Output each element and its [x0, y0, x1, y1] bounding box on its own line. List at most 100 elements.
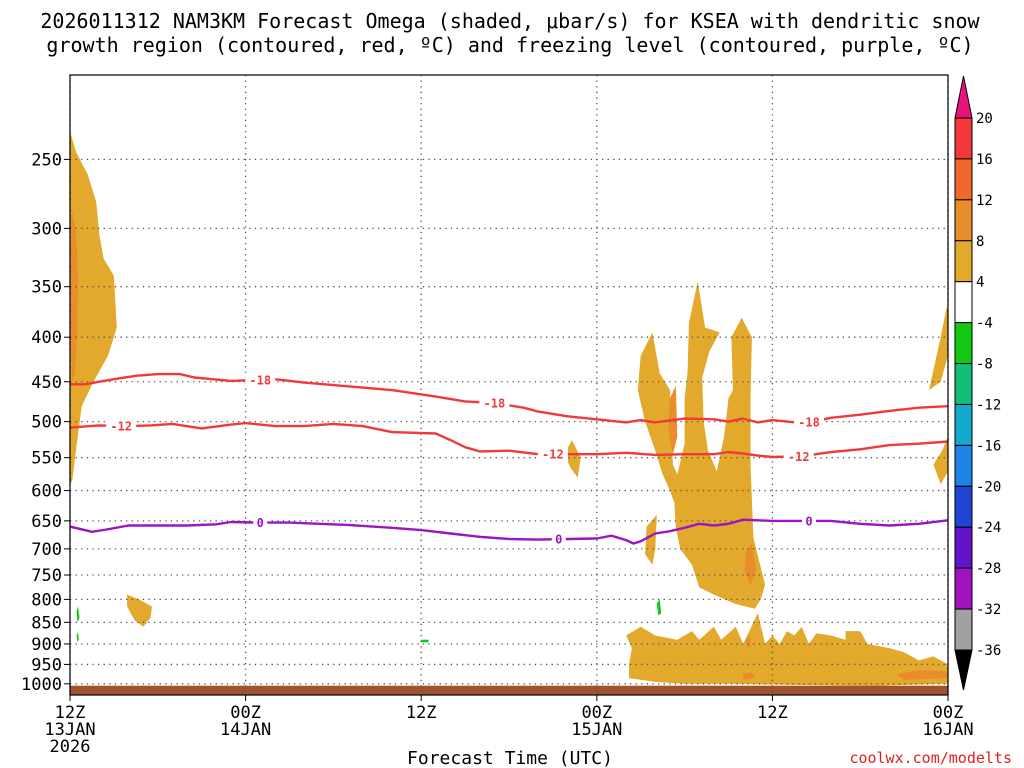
omega-up-right — [929, 307, 948, 391]
colorbar-bin-11 — [954, 444, 973, 487]
omega-core-d — [743, 672, 755, 680]
y-tick-label-850: 850 — [31, 613, 62, 633]
y-tick-label-450: 450 — [31, 373, 62, 393]
y-tick-label-300: 300 — [31, 219, 62, 239]
y-tick-label-400: 400 — [31, 328, 62, 348]
y-tick-label-500: 500 — [31, 413, 62, 433]
x-tick-label-12-2: 14JAN — [220, 720, 271, 740]
colorbar: 20 16 12 8 4 -4 -8 -12 -16 -20 -24 -28 -32 -36 — [954, 75, 1001, 691]
colorbar-label-8: -12 — [976, 397, 1001, 413]
x-tick-label-60-1: 00Z — [933, 703, 964, 723]
title-line-2: growth region (contoured, red, ºC) and f… — [46, 33, 973, 57]
y-axis-ticks: 2503003504004505005506006507007508008509… — [21, 150, 70, 695]
x-tick-label-36-2: 15JAN — [571, 720, 622, 740]
chart-title: 2026011312 NAM3KM Forecast Omega (shaded… — [40, 9, 980, 57]
freezing-level-label-2: 0 — [555, 533, 562, 547]
y-tick-label-250: 250 — [31, 150, 62, 170]
colorbar-label-3: 12 — [976, 193, 993, 209]
freezing-level-label-bg-2 — [551, 532, 566, 547]
y-tick-label-800: 800 — [31, 590, 62, 610]
ground-layer — [70, 685, 948, 695]
title-line-1: 2026011312 NAM3KM Forecast Omega (shaded… — [40, 9, 980, 33]
x-tick-label-48-1: 12Z — [757, 703, 788, 723]
y-tick-label-750: 750 — [31, 566, 62, 586]
isotherm-minus18-label-bg-2 — [479, 396, 510, 411]
colorbar-bin-14 — [954, 567, 973, 610]
omega-up-mid-2 — [645, 515, 657, 565]
isotherm-minus12-label-1: -12 — [110, 419, 132, 433]
colorbar-bin-15 — [954, 608, 973, 651]
omega-up-right-low — [933, 436, 948, 485]
y-tick-label-650: 650 — [31, 512, 62, 532]
isotherm-minus18-label-bg-1 — [245, 372, 276, 387]
omega-up-early-core — [70, 209, 78, 382]
isotherm-minus12-line — [70, 421, 948, 459]
y-tick-label-700: 700 — [31, 540, 62, 560]
x-tick-label-0-3: 2026 — [50, 737, 91, 757]
omega-down-3 — [421, 639, 429, 643]
colorbar-bin-9 — [954, 363, 973, 405]
colorbar-label-9: -16 — [976, 438, 1001, 454]
x-tick-label-12-1: 00Z — [230, 703, 261, 723]
omega-up-mid-1 — [637, 281, 766, 609]
freezing-level-label-bg-1 — [253, 515, 268, 530]
x-tick-label-60-2: 16JAN — [922, 720, 973, 740]
credit-text: coolwx.com/modelts — [849, 749, 1012, 767]
colorbar-label-14: -36 — [976, 643, 1001, 659]
plot-frame — [69, 74, 949, 696]
omega-down-1 — [76, 606, 80, 623]
x-axis-label: Forecast Time (UTC) — [407, 748, 613, 768]
colorbar-bin-2 — [954, 117, 973, 160]
y-tick-label-900: 900 — [31, 635, 62, 655]
isotherm-minus18-label-1: -18 — [249, 373, 271, 387]
x-tick-label-36-1: 00Z — [581, 703, 612, 723]
x-tick-label-0-2: 13JAN — [44, 720, 95, 740]
isotherm-minus12-label-bg-2 — [537, 447, 568, 462]
colorbar-bottom-arrow — [954, 649, 973, 691]
temperature-contours: -18 -18 -18 -12 -12 -12 0 0 0 — [70, 372, 948, 547]
isotherm-minus12-label-bg-3 — [783, 449, 814, 464]
x-tick-label-24-1: 12Z — [406, 703, 437, 723]
y-tick-label-1000: 1000 — [21, 675, 62, 695]
omega-down-2 — [76, 632, 79, 642]
isotherm-minus18-label-3: -18 — [798, 415, 820, 429]
y-tick-label-350: 350 — [31, 278, 62, 298]
omega-core-c — [746, 635, 751, 649]
isotherm-minus12-label-bg-1 — [106, 418, 137, 433]
colorbar-bin-13 — [954, 526, 973, 569]
colorbar-bin-8 — [954, 322, 973, 365]
colorbar-bin-10 — [954, 403, 973, 446]
colorbar-label-10: -20 — [976, 479, 1001, 495]
colorbar-label-11: -24 — [976, 520, 1001, 536]
y-tick-label-950: 950 — [31, 655, 62, 675]
colorbar-label-2: 16 — [976, 152, 993, 168]
colorbar-label-4: 8 — [976, 234, 984, 250]
colorbar-label-1: 20 — [976, 111, 993, 127]
colorbar-bin-7 — [954, 281, 973, 324]
colorbar-top-arrow — [954, 75, 973, 119]
freezing-level-label-3: 0 — [805, 514, 812, 528]
omega-down-4 — [656, 599, 662, 616]
colorbar-label-7: -8 — [976, 357, 993, 373]
colorbar-label-6: -4 — [976, 316, 993, 332]
omega-up-low — [626, 613, 948, 686]
isotherm-minus18-label-bg-3 — [793, 414, 824, 429]
colorbar-bin-5 — [954, 240, 973, 283]
omega-up-early — [70, 131, 117, 485]
colorbar-label-13: -32 — [976, 602, 1001, 618]
y-tick-label-600: 600 — [31, 482, 62, 502]
isotherm-minus12-label-3: -12 — [788, 450, 810, 464]
colorbar-label-12: -28 — [976, 561, 1001, 577]
colorbar-label-5: 4 — [976, 275, 984, 291]
grid-lines — [69, 75, 949, 695]
isotherm-minus18-label-2: -18 — [484, 397, 506, 411]
x-tick-label-0-1: 12Z — [55, 703, 86, 723]
freezing-level-label-bg-3 — [801, 513, 816, 528]
omega-up-small-2 — [564, 440, 581, 478]
omega-up-small-1 — [127, 594, 152, 627]
colorbar-bin-3 — [954, 158, 973, 201]
freezing-level-line — [70, 518, 948, 545]
colorbar-bin-12 — [954, 485, 973, 528]
